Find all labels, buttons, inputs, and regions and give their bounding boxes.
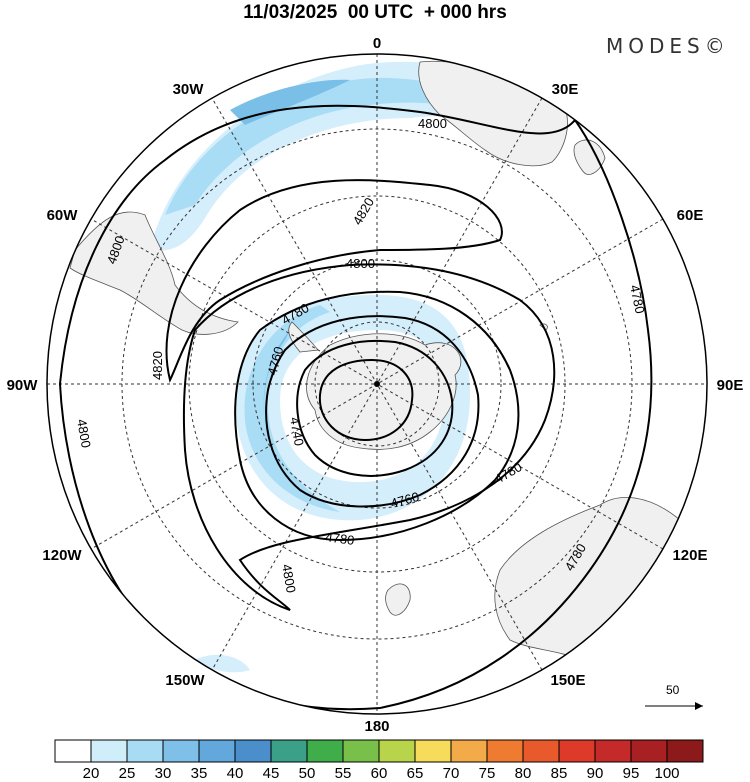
colorbar-tick-label: 95	[623, 765, 640, 782]
colorbar-tick-label: 75	[479, 765, 496, 782]
antarctic-peninsula	[288, 321, 319, 353]
contour-label: 4760	[264, 345, 286, 377]
longitude-label-150w: 150W	[165, 672, 205, 689]
colorbar-tick-label: 55	[335, 765, 352, 782]
colorbar-tick-label: 35	[191, 765, 208, 782]
contour-label: 4740	[287, 416, 307, 447]
colorbar-tick-label: 90	[587, 765, 604, 782]
colorbar-tick-label: 70	[443, 765, 460, 782]
longitude-label-150e: 150E	[550, 672, 585, 689]
colorbar-swatch	[342, 739, 380, 763]
colorbar-tick-label: 65	[407, 765, 424, 782]
colorbar-tick-label: 25	[119, 765, 136, 782]
polar-ring-core	[244, 305, 340, 512]
colorbar-swatch	[54, 739, 92, 763]
longitude-label-0: 0	[373, 35, 381, 52]
contour-4780	[234, 290, 520, 542]
colorbar-tick-label: 30	[155, 765, 172, 782]
longitude-label-120e: 120E	[672, 547, 707, 564]
longitude-label-120w: 120W	[42, 547, 82, 564]
colorbar-tick-label: 40	[227, 765, 244, 782]
colorbar-swatch	[558, 739, 596, 763]
antarctica	[306, 333, 462, 450]
reference-vector: 50	[645, 683, 703, 710]
colorbar-swatch	[486, 739, 524, 763]
longitude-label-90e: 90E	[717, 377, 744, 394]
contour-label: 4800	[418, 116, 447, 131]
colorbar-tick-label: 60	[371, 765, 388, 782]
polar-ring-max	[263, 330, 290, 440]
colorbar-swatch	[162, 739, 200, 763]
colorbar-swatch	[666, 739, 704, 763]
colorbar-swatch	[522, 739, 560, 763]
colorbar-swatch	[594, 739, 632, 763]
colorbar-swatch	[378, 739, 416, 763]
map-title: 11/03/2025 00 UTC + 000 hrs	[243, 2, 507, 23]
contour-label: 4800	[279, 563, 299, 594]
height-contours	[58, 104, 653, 711]
colorbar-swatch	[90, 739, 128, 763]
map-border	[46, 53, 708, 715]
contour-4720	[318, 358, 414, 442]
south-pole-marker	[374, 381, 380, 387]
longitude-label-90w: 90W	[7, 377, 39, 394]
contour-4760	[265, 315, 480, 508]
arrow-head-icon	[695, 702, 703, 710]
colorbar-tick-label: 80	[515, 765, 532, 782]
new-zealand	[385, 583, 411, 616]
colorbar-tick-label: 45	[263, 765, 280, 782]
colorbar-swatch	[234, 739, 272, 763]
contour-4800-inner	[182, 263, 556, 611]
madagascar	[573, 139, 606, 175]
longitude-label-30w: 30W	[173, 81, 205, 98]
contour-4740	[296, 339, 454, 477]
longitude-labels: 0 30E 60E 90E 120E 150E 180 150W 120W 90…	[7, 35, 744, 735]
contour-label: 4800	[74, 418, 94, 449]
contour-label: 4820	[150, 351, 165, 380]
pacific-shading	[195, 654, 250, 673]
colorbar: 20 25 30 35 40 45 50 55 60 65 70 75 80 85 90 95 100	[54, 739, 704, 782]
longitude-label-180: 180	[364, 718, 389, 735]
reference-vector-label: 50	[666, 683, 680, 697]
colorbar-swatch	[198, 739, 236, 763]
colorbar-tick-label: 100	[654, 765, 679, 782]
colorbar-swatch	[126, 739, 164, 763]
longitude-label-30e: 30E	[552, 81, 579, 98]
contour-label: 4800	[346, 256, 375, 271]
colorbar-swatch	[630, 739, 668, 763]
colorbar-swatch	[270, 739, 308, 763]
polar-ring-outer	[235, 295, 470, 521]
colorbar-swatch	[414, 739, 452, 763]
contour-4820	[165, 179, 503, 383]
colorbar-tick-label: 20	[83, 765, 100, 782]
colorbar-swatch	[306, 739, 344, 763]
modes-logo: MODES©	[606, 34, 730, 58]
contour-label: 4760	[389, 489, 421, 511]
contour-label: 4780	[627, 284, 648, 315]
contour-label: 4780	[325, 529, 356, 548]
colorbar-tick-label: 50	[299, 765, 316, 782]
colorbar-swatch	[450, 739, 488, 763]
south-america	[69, 211, 239, 335]
map-disk: 4800 4820 4800 4820 4800 4780 4760 4740 …	[47, 54, 707, 714]
longitude-label-60e: 60E	[677, 207, 704, 224]
longitude-label-60w: 60W	[47, 207, 79, 224]
colorbar-tick-label: 85	[551, 765, 568, 782]
